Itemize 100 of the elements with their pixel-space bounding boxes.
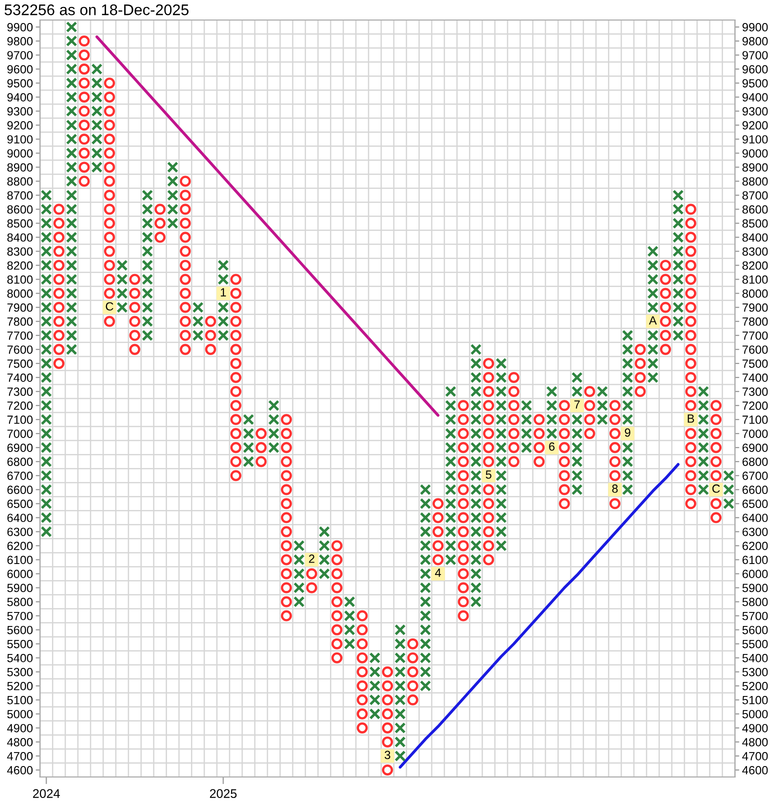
y2-tick-label: 6400: [742, 514, 768, 522]
y-tick-label: 8700: [7, 191, 33, 200]
y-tick-label: 7100: [7, 416, 33, 424]
y2-tick-label: 8900: [742, 163, 768, 172]
y2-tick-label: 8400: [742, 233, 768, 242]
y2-tick-label: 9500: [742, 79, 768, 88]
y-tick-label: 9900: [7, 23, 33, 32]
y2-tick-label: 6700: [742, 472, 768, 480]
series-label: 6: [549, 442, 555, 451]
y2-tick-label: 4600: [742, 766, 768, 774]
y2-tick-label: 7400: [742, 374, 768, 382]
y-tick-label: 8300: [7, 247, 33, 256]
y-tick-label: 7800: [7, 317, 33, 326]
y2-tick-label: 7300: [742, 388, 768, 396]
y2-tick-label: 5400: [742, 654, 768, 662]
y2-tick-label: 5100: [742, 696, 768, 704]
y2-tick-label: 7200: [742, 402, 768, 410]
y-tick-label: 8100: [7, 275, 33, 284]
y-tick-label: 4800: [7, 738, 33, 746]
y-tick-label: 9500: [7, 79, 33, 88]
y2-tick-label: 9900: [742, 23, 768, 32]
y2-tick-label: 6300: [742, 528, 768, 536]
y2-tick-label: 9100: [742, 135, 768, 144]
y-tick-label: 8200: [7, 261, 33, 270]
y2-tick-label: 6800: [742, 458, 768, 466]
y-tick-label: 7300: [7, 388, 33, 396]
y-tick-label: 9600: [7, 65, 33, 74]
y-tick-label: 6900: [7, 444, 33, 452]
y-tick-label: 4700: [7, 752, 33, 760]
y2-tick-label: 6600: [742, 486, 768, 494]
y2-tick-label: 8600: [742, 205, 768, 214]
y2-tick-label: 7100: [742, 416, 768, 424]
y-tick-label: 5300: [7, 668, 33, 676]
y-tick-label: 7000: [7, 430, 33, 438]
y-tick-label: 6400: [7, 514, 33, 522]
y2-tick-label: 9600: [742, 65, 768, 74]
y-tick-label: 6300: [7, 528, 33, 536]
series-label: 2: [308, 554, 314, 563]
y-tick-label: 7700: [7, 331, 33, 340]
y2-tick-label: 8100: [742, 275, 768, 284]
y-tick-label: 5800: [7, 598, 33, 606]
y2-tick-label: 5300: [742, 668, 768, 676]
y2-tick-label: 7600: [742, 345, 768, 354]
y-tick-label: 6800: [7, 458, 33, 466]
y-tick-label: 5200: [7, 682, 33, 690]
y-tick-label: 5900: [7, 584, 33, 592]
y-tick-label: 5500: [7, 640, 33, 648]
y-tick-label: 9400: [7, 93, 33, 102]
y2-tick-label: 9700: [742, 51, 768, 60]
series-label: 8: [612, 484, 618, 493]
y-tick-label: 7500: [7, 359, 33, 368]
y2-tick-label: 5800: [742, 598, 768, 606]
y-tick-label: 6500: [7, 500, 33, 508]
series-label: 3: [384, 750, 390, 760]
y2-tick-label: 6200: [742, 542, 768, 550]
chart-title: 532256 as on 18-Dec-2025: [4, 4, 189, 16]
x-tick-label: 2025: [210, 789, 237, 798]
y-tick-label: 8800: [7, 177, 33, 186]
y2-tick-label: 9400: [742, 93, 768, 102]
series-label: C: [106, 302, 114, 311]
y2-tick-label: 8700: [742, 191, 768, 200]
series-label: A: [648, 316, 657, 324]
y2-tick-label: 8300: [742, 247, 768, 256]
y-tick-label: 8900: [7, 163, 33, 172]
x-tick-label: 2024: [33, 789, 60, 798]
y-tick-label: 5400: [7, 654, 33, 662]
y-tick-label: 8600: [7, 205, 33, 214]
y-tick-label: 8500: [7, 219, 33, 228]
y-tick-label: 5600: [7, 626, 33, 634]
y2-tick-label: 7900: [742, 303, 768, 312]
series-label: 5: [486, 470, 492, 479]
y-tick-label: 9000: [7, 149, 33, 158]
y2-tick-label: 7500: [742, 359, 768, 368]
y-tick-label: 9200: [7, 121, 33, 130]
y2-tick-label: 9200: [742, 121, 768, 130]
y-tick-label: 4600: [7, 766, 33, 774]
y-tick-label: 7400: [7, 374, 33, 382]
series-label: 4: [435, 568, 441, 577]
series-label: 1: [220, 288, 226, 296]
y2-tick-label: 5500: [742, 640, 768, 648]
y2-tick-label: 5700: [742, 612, 768, 620]
y-tick-label: 8400: [7, 233, 33, 242]
y-tick-label: 6600: [7, 486, 33, 494]
y-tick-label: 6700: [7, 472, 33, 480]
y-tick-label: 6200: [7, 542, 33, 550]
y2-tick-label: 7700: [742, 331, 768, 340]
y-tick-label: 5100: [7, 696, 33, 704]
y2-tick-label: 6000: [742, 570, 768, 578]
series-label: 7: [574, 400, 580, 409]
series-label: 9: [624, 428, 630, 437]
y2-tick-label: 7000: [742, 430, 768, 438]
y-tick-label: 6000: [7, 570, 33, 578]
y-tick-label: 5700: [7, 612, 33, 620]
y2-tick-label: 6900: [742, 444, 768, 452]
y2-tick-label: 4900: [742, 724, 768, 732]
y2-tick-label: 5900: [742, 584, 768, 592]
y2-tick-label: 5600: [742, 626, 768, 634]
y-tick-label: 9800: [7, 37, 33, 46]
y2-tick-label: 4800: [742, 738, 768, 746]
y2-tick-label: 5200: [742, 682, 768, 690]
